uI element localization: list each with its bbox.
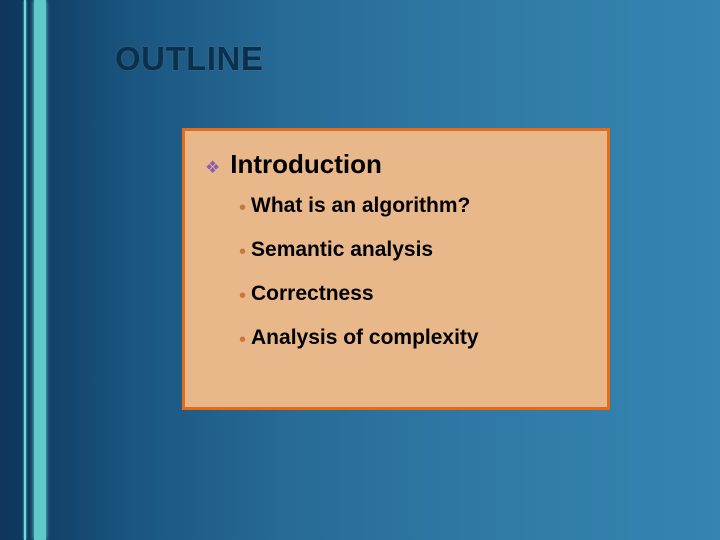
outline-heading-row: ❖ Introduction: [205, 149, 589, 180]
outline-sub-list: • What is an algorithm? • Semantic analy…: [205, 194, 589, 350]
dot-bullet-icon: •: [239, 198, 246, 218]
dot-bullet-icon: •: [239, 286, 246, 306]
accent-thick-line: [34, 0, 46, 540]
outline-sub-text: Semantic analysis: [251, 238, 433, 262]
outline-sub-item: • Semantic analysis: [239, 238, 589, 262]
outline-heading: Introduction: [230, 149, 382, 180]
outline-sub-item: • What is an algorithm?: [239, 194, 589, 218]
diamond-bullet-icon: ❖: [205, 158, 220, 178]
outline-sub-item: • Correctness: [239, 282, 589, 306]
dot-bullet-icon: •: [239, 330, 246, 350]
content-box: ❖ Introduction • What is an algorithm? •…: [182, 128, 610, 410]
outline-sub-text: Correctness: [251, 282, 374, 306]
left-accent-border: [24, 0, 60, 540]
outline-sub-item: • Analysis of complexity: [239, 326, 589, 350]
dot-bullet-icon: •: [239, 242, 246, 262]
accent-thin-line: [24, 0, 26, 540]
slide-title: OUTLINE: [115, 40, 263, 78]
outline-sub-text: What is an algorithm?: [251, 194, 470, 218]
outline-sub-text: Analysis of complexity: [251, 326, 479, 350]
slide-container: OUTLINE ❖ Introduction • What is an algo…: [0, 0, 720, 540]
